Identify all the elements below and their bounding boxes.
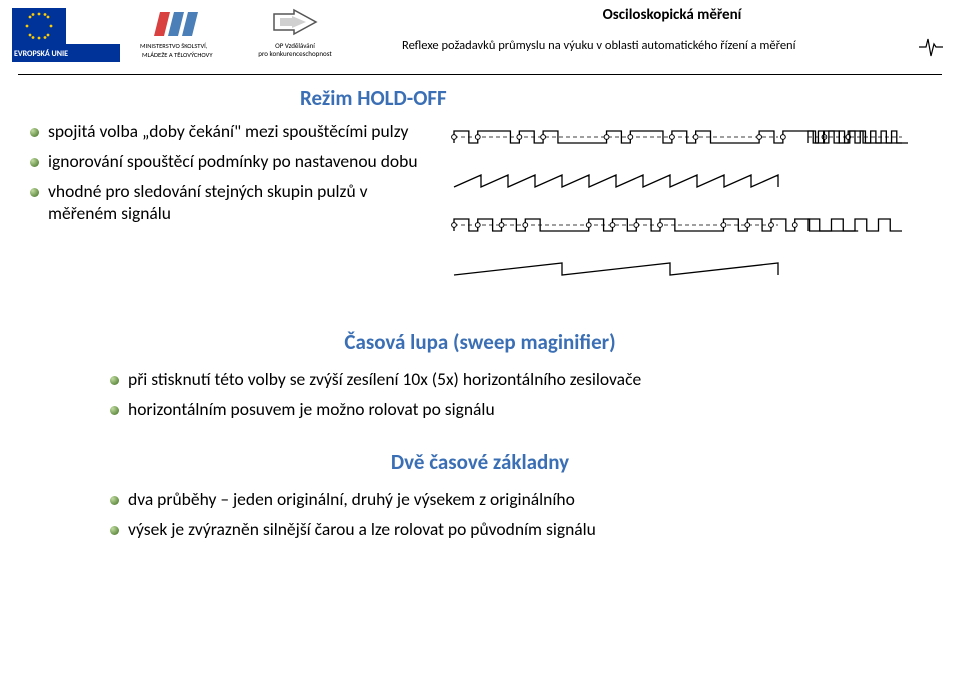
op-logo: OP Vzdělávání pro konkurenceschopnost: [255, 8, 335, 62]
section3-bullets: dva průběhy – jeden originální, druhý je…: [110, 489, 850, 541]
section1-title: Režim HOLD-OFF: [300, 85, 960, 111]
section2-title: Časová lupa (sweep maginifier): [0, 329, 960, 355]
logo-strip: esf EVROPSKÁ UNIE MINISTERSTVO ŠKOLSTVÍ,…: [12, 8, 335, 62]
svg-text:esf: esf: [68, 14, 102, 39]
msmt-logo: MINISTERSTVO ŠKOLSTVÍ, MLÁDEŽE A TĚLOVÝC…: [140, 8, 235, 62]
section1-bullets: spojitá volba „doby čekání" mezi spouště…: [30, 121, 420, 301]
list-item: horizontálním posuvem je možno rolovat p…: [110, 399, 850, 421]
eu-label: EVROPSKÁ UNIE: [14, 49, 68, 59]
section3-title: Dvě časové základny: [0, 449, 960, 475]
header-divider: [18, 74, 942, 75]
list-item: výsek je zvýrazněn silnější čarou a lze …: [110, 519, 850, 541]
header-text-block: Osciloskopická měření Reflexe požadavků …: [402, 6, 942, 53]
holdoff-diagram: [448, 121, 908, 301]
section2-bullets: při stisknutí této volby se zvýší zesíle…: [110, 369, 850, 421]
list-item: spojitá volba „doby čekání" mezi spouště…: [30, 121, 420, 143]
page-subtitle: Reflexe požadavků průmyslu na výuku v ob…: [402, 38, 942, 53]
svg-text:MINISTERSTVO ŠKOLSTVÍ,: MINISTERSTVO ŠKOLSTVÍ,: [140, 42, 208, 50]
page-header: esf EVROPSKÁ UNIE MINISTERSTVO ŠKOLSTVÍ,…: [0, 0, 960, 74]
eu-logo: esf EVROPSKÁ UNIE: [12, 8, 120, 62]
section1-row: spojitá volba „doby čekání" mezi spouště…: [0, 121, 960, 301]
list-item: ignorování spouštěcí podmínky po nastave…: [30, 151, 420, 173]
svg-text:MLÁDEŽE A TĚLOVÝCHOVY: MLÁDEŽE A TĚLOVÝCHOVY: [142, 51, 213, 59]
list-item: při stisknutí této volby se zvýší zesíle…: [110, 369, 850, 391]
op-label-2: pro konkurenceschopnost: [258, 50, 331, 58]
list-item: vhodné pro sledování stejných skupin pul…: [30, 181, 420, 225]
list-item: dva průběhy – jeden originální, druhý je…: [110, 489, 850, 511]
page-title: Osciloskopická měření: [402, 6, 942, 24]
heartbeat-icon: [918, 34, 944, 60]
